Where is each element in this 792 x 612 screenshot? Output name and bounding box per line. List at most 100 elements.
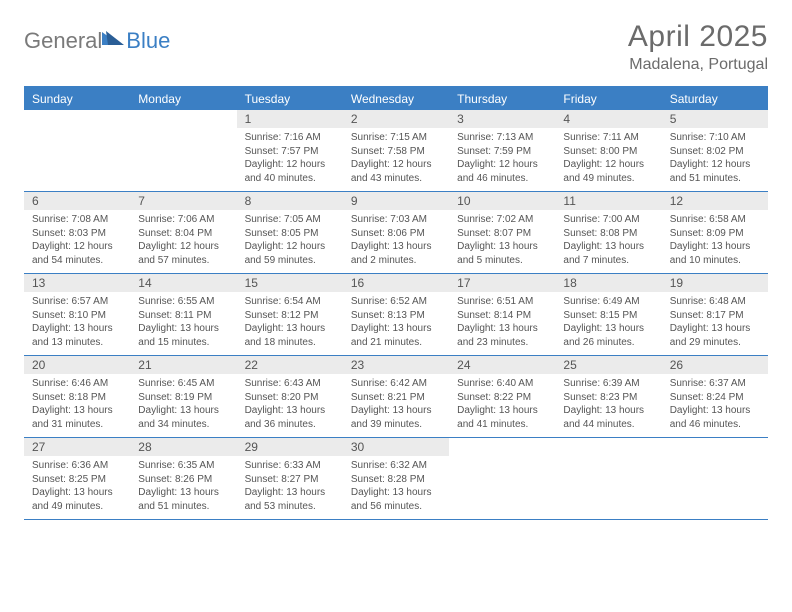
day-number: 25 [555, 356, 661, 374]
day-number: 7 [130, 192, 236, 210]
day-details: Sunrise: 7:00 AMSunset: 8:08 PMDaylight:… [555, 210, 661, 273]
month-title: April 2025 [628, 20, 768, 54]
day-number: 16 [343, 274, 449, 292]
day-cell: 3Sunrise: 7:13 AMSunset: 7:59 PMDaylight… [449, 110, 555, 191]
day-number: 30 [343, 438, 449, 456]
day-number: 26 [662, 356, 768, 374]
day-number: 9 [343, 192, 449, 210]
day-cell: 29Sunrise: 6:33 AMSunset: 8:27 PMDayligh… [237, 438, 343, 519]
day-cell: 26Sunrise: 6:37 AMSunset: 8:24 PMDayligh… [662, 356, 768, 437]
day-details: Sunrise: 6:39 AMSunset: 8:23 PMDaylight:… [555, 374, 661, 437]
day-cell: 4Sunrise: 7:11 AMSunset: 8:00 PMDaylight… [555, 110, 661, 191]
logo-text-general: General [24, 28, 102, 54]
day-number: 28 [130, 438, 236, 456]
week-row: 20Sunrise: 6:46 AMSunset: 8:18 PMDayligh… [24, 356, 768, 438]
day-cell: 17Sunrise: 6:51 AMSunset: 8:14 PMDayligh… [449, 274, 555, 355]
week-row: 27Sunrise: 6:36 AMSunset: 8:25 PMDayligh… [24, 438, 768, 520]
day-details: Sunrise: 6:35 AMSunset: 8:26 PMDaylight:… [130, 456, 236, 519]
day-details: Sunrise: 7:05 AMSunset: 8:05 PMDaylight:… [237, 210, 343, 273]
day-header-thursday: Thursday [449, 88, 555, 110]
day-cell: 2Sunrise: 7:15 AMSunset: 7:58 PMDaylight… [343, 110, 449, 191]
day-cell: 23Sunrise: 6:42 AMSunset: 8:21 PMDayligh… [343, 356, 449, 437]
week-row: . . 1Sunrise: 7:16 AMSunset: 7:57 PMDayl… [24, 110, 768, 192]
day-details: Sunrise: 6:48 AMSunset: 8:17 PMDaylight:… [662, 292, 768, 355]
week-row: 13Sunrise: 6:57 AMSunset: 8:10 PMDayligh… [24, 274, 768, 356]
day-cell: 7Sunrise: 7:06 AMSunset: 8:04 PMDaylight… [130, 192, 236, 273]
day-cell: 22Sunrise: 6:43 AMSunset: 8:20 PMDayligh… [237, 356, 343, 437]
day-number: 23 [343, 356, 449, 374]
day-details: Sunrise: 7:11 AMSunset: 8:00 PMDaylight:… [555, 128, 661, 191]
day-cell: 13Sunrise: 6:57 AMSunset: 8:10 PMDayligh… [24, 274, 130, 355]
day-cell: 6Sunrise: 7:08 AMSunset: 8:03 PMDaylight… [24, 192, 130, 273]
day-number: 10 [449, 192, 555, 210]
day-details: Sunrise: 7:10 AMSunset: 8:02 PMDaylight:… [662, 128, 768, 191]
day-header-sunday: Sunday [24, 88, 130, 110]
day-cell: 19Sunrise: 6:48 AMSunset: 8:17 PMDayligh… [662, 274, 768, 355]
day-details: Sunrise: 6:58 AMSunset: 8:09 PMDaylight:… [662, 210, 768, 273]
day-cell: 12Sunrise: 6:58 AMSunset: 8:09 PMDayligh… [662, 192, 768, 273]
week-row: 6Sunrise: 7:08 AMSunset: 8:03 PMDaylight… [24, 192, 768, 274]
day-details: Sunrise: 6:45 AMSunset: 8:19 PMDaylight:… [130, 374, 236, 437]
day-details: Sunrise: 7:16 AMSunset: 7:57 PMDaylight:… [237, 128, 343, 191]
day-cell: 21Sunrise: 6:45 AMSunset: 8:19 PMDayligh… [130, 356, 236, 437]
title-block: April 2025 Madalena, Portugal [628, 20, 768, 74]
header: General Blue April 2025 Madalena, Portug… [24, 20, 768, 74]
day-details: Sunrise: 6:46 AMSunset: 8:18 PMDaylight:… [24, 374, 130, 437]
day-number: 21 [130, 356, 236, 374]
day-number: 2 [343, 110, 449, 128]
day-details: Sunrise: 6:55 AMSunset: 8:11 PMDaylight:… [130, 292, 236, 355]
day-cell: 18Sunrise: 6:49 AMSunset: 8:15 PMDayligh… [555, 274, 661, 355]
day-cell: 16Sunrise: 6:52 AMSunset: 8:13 PMDayligh… [343, 274, 449, 355]
logo-text-blue: Blue [126, 28, 170, 54]
logo: General Blue [24, 20, 170, 54]
empty-cell: . [24, 110, 130, 191]
day-details: Sunrise: 7:13 AMSunset: 7:59 PMDaylight:… [449, 128, 555, 191]
day-header-saturday: Saturday [662, 88, 768, 110]
day-number: 5 [662, 110, 768, 128]
day-number: 15 [237, 274, 343, 292]
day-details: Sunrise: 6:52 AMSunset: 8:13 PMDaylight:… [343, 292, 449, 355]
calendar: SundayMondayTuesdayWednesdayThursdayFrid… [24, 86, 768, 520]
day-cell: 11Sunrise: 7:00 AMSunset: 8:08 PMDayligh… [555, 192, 661, 273]
day-header-row: SundayMondayTuesdayWednesdayThursdayFrid… [24, 88, 768, 110]
day-cell: 28Sunrise: 6:35 AMSunset: 8:26 PMDayligh… [130, 438, 236, 519]
day-number: 6 [24, 192, 130, 210]
day-details: Sunrise: 6:49 AMSunset: 8:15 PMDaylight:… [555, 292, 661, 355]
day-number: 20 [24, 356, 130, 374]
day-details: Sunrise: 6:54 AMSunset: 8:12 PMDaylight:… [237, 292, 343, 355]
day-cell: 24Sunrise: 6:40 AMSunset: 8:22 PMDayligh… [449, 356, 555, 437]
day-cell: 5Sunrise: 7:10 AMSunset: 8:02 PMDaylight… [662, 110, 768, 191]
empty-cell: . [662, 438, 768, 519]
day-number: 24 [449, 356, 555, 374]
day-number: 13 [24, 274, 130, 292]
day-cell: 10Sunrise: 7:02 AMSunset: 8:07 PMDayligh… [449, 192, 555, 273]
day-details: Sunrise: 6:37 AMSunset: 8:24 PMDaylight:… [662, 374, 768, 437]
day-number: 12 [662, 192, 768, 210]
day-header-wednesday: Wednesday [343, 88, 449, 110]
day-cell: 15Sunrise: 6:54 AMSunset: 8:12 PMDayligh… [237, 274, 343, 355]
day-number: 4 [555, 110, 661, 128]
day-details: Sunrise: 6:51 AMSunset: 8:14 PMDaylight:… [449, 292, 555, 355]
empty-cell: . [449, 438, 555, 519]
day-cell: 30Sunrise: 6:32 AMSunset: 8:28 PMDayligh… [343, 438, 449, 519]
location: Madalena, Portugal [628, 56, 768, 74]
day-cell: 27Sunrise: 6:36 AMSunset: 8:25 PMDayligh… [24, 438, 130, 519]
day-cell: 20Sunrise: 6:46 AMSunset: 8:18 PMDayligh… [24, 356, 130, 437]
day-number: 8 [237, 192, 343, 210]
day-details: Sunrise: 6:32 AMSunset: 8:28 PMDaylight:… [343, 456, 449, 519]
day-details: Sunrise: 7:15 AMSunset: 7:58 PMDaylight:… [343, 128, 449, 191]
empty-cell: . [130, 110, 236, 191]
day-header-monday: Monday [130, 88, 236, 110]
day-details: Sunrise: 6:43 AMSunset: 8:20 PMDaylight:… [237, 374, 343, 437]
day-number: 19 [662, 274, 768, 292]
day-cell: 8Sunrise: 7:05 AMSunset: 8:05 PMDaylight… [237, 192, 343, 273]
day-details: Sunrise: 6:57 AMSunset: 8:10 PMDaylight:… [24, 292, 130, 355]
day-header-friday: Friday [555, 88, 661, 110]
day-cell: 9Sunrise: 7:03 AMSunset: 8:06 PMDaylight… [343, 192, 449, 273]
day-details: Sunrise: 7:03 AMSunset: 8:06 PMDaylight:… [343, 210, 449, 273]
day-details: Sunrise: 6:36 AMSunset: 8:25 PMDaylight:… [24, 456, 130, 519]
day-number: 29 [237, 438, 343, 456]
day-number: 27 [24, 438, 130, 456]
day-number: 17 [449, 274, 555, 292]
day-details: Sunrise: 6:33 AMSunset: 8:27 PMDaylight:… [237, 456, 343, 519]
